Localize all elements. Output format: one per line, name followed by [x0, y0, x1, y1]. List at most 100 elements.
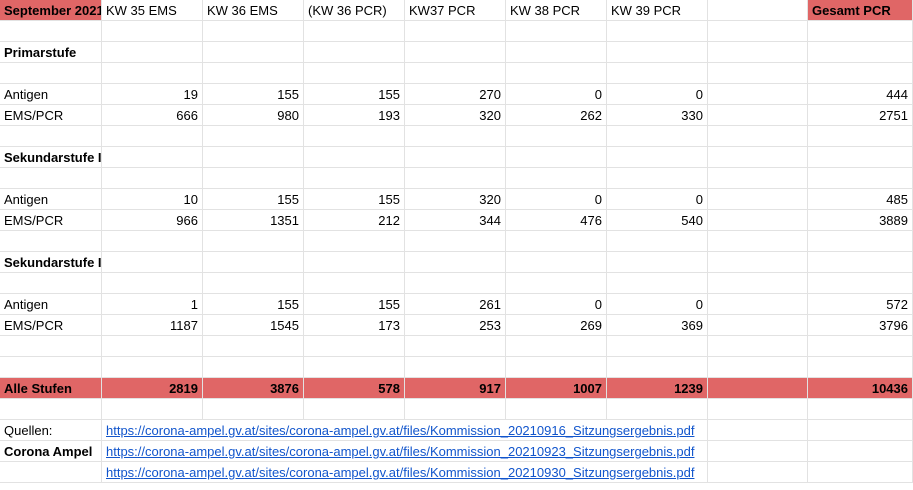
empty-cell[interactable]	[808, 420, 913, 441]
value-cell[interactable]: 253	[405, 315, 506, 336]
empty-cell[interactable]	[304, 126, 405, 147]
empty-cell[interactable]	[506, 42, 607, 63]
empty-cell[interactable]	[304, 357, 405, 378]
empty-cell[interactable]	[708, 126, 808, 147]
empty-cell[interactable]	[304, 231, 405, 252]
empty-cell[interactable]	[506, 147, 607, 168]
empty-cell[interactable]	[808, 63, 913, 84]
empty-cell[interactable]	[708, 441, 808, 462]
empty-cell[interactable]	[708, 21, 808, 42]
total-cell[interactable]: 485	[808, 189, 913, 210]
header-month-cell[interactable]: September 2021	[0, 0, 102, 21]
empty-cell[interactable]	[808, 462, 913, 483]
empty-cell[interactable]	[405, 231, 506, 252]
value-cell[interactable]: 0	[506, 189, 607, 210]
value-cell[interactable]: 966	[102, 210, 203, 231]
empty-cell[interactable]	[0, 231, 102, 252]
value-cell[interactable]: 330	[607, 105, 708, 126]
empty-cell[interactable]	[506, 63, 607, 84]
value-cell[interactable]: 155	[203, 294, 304, 315]
value-cell[interactable]: 0	[506, 84, 607, 105]
empty-cell[interactable]	[102, 42, 203, 63]
value-cell[interactable]: 212	[304, 210, 405, 231]
empty-cell[interactable]	[808, 147, 913, 168]
empty-cell[interactable]	[506, 21, 607, 42]
empty-cell[interactable]	[607, 336, 708, 357]
empty-cell[interactable]	[405, 273, 506, 294]
empty-cell[interactable]	[607, 147, 708, 168]
empty-cell[interactable]	[607, 168, 708, 189]
empty-cell[interactable]	[102, 273, 203, 294]
empty-cell[interactable]	[708, 84, 808, 105]
empty-cell[interactable]	[102, 126, 203, 147]
section-title[interactable]: Sekundarstufe I	[0, 147, 102, 168]
empty-cell[interactable]	[607, 357, 708, 378]
empty-cell[interactable]	[808, 441, 913, 462]
empty-cell[interactable]	[405, 21, 506, 42]
empty-cell[interactable]	[808, 399, 913, 420]
value-cell[interactable]: 0	[607, 84, 708, 105]
empty-cell[interactable]	[708, 105, 808, 126]
empty-cell[interactable]	[506, 168, 607, 189]
empty-cell[interactable]	[405, 168, 506, 189]
row-label[interactable]: Antigen	[0, 294, 102, 315]
empty-cell[interactable]	[808, 252, 913, 273]
empty-cell[interactable]	[102, 63, 203, 84]
empty-cell[interactable]	[203, 399, 304, 420]
value-cell[interactable]: 261	[405, 294, 506, 315]
empty-cell[interactable]	[506, 336, 607, 357]
value-cell[interactable]: 262	[506, 105, 607, 126]
value-cell[interactable]: 344	[405, 210, 506, 231]
empty-cell[interactable]	[607, 42, 708, 63]
value-cell[interactable]: 1	[102, 294, 203, 315]
empty-cell[interactable]	[708, 147, 808, 168]
empty-cell[interactable]	[708, 315, 808, 336]
empty-cell[interactable]	[0, 336, 102, 357]
totals-value-cell[interactable]: 1239	[607, 378, 708, 399]
empty-cell[interactable]	[405, 336, 506, 357]
empty-cell[interactable]	[0, 273, 102, 294]
value-cell[interactable]: 320	[405, 105, 506, 126]
value-cell[interactable]: 0	[607, 189, 708, 210]
empty-cell[interactable]	[708, 399, 808, 420]
empty-cell[interactable]	[607, 21, 708, 42]
empty-cell[interactable]	[808, 42, 913, 63]
source-link-cell[interactable]: https://corona-ampel.gv.at/sites/corona-…	[102, 462, 708, 483]
empty-cell[interactable]	[0, 462, 102, 483]
empty-cell[interactable]	[506, 252, 607, 273]
sources-label[interactable]: Quellen:	[0, 420, 102, 441]
value-cell[interactable]: 0	[607, 294, 708, 315]
empty-cell[interactable]	[203, 147, 304, 168]
row-label[interactable]: Antigen	[0, 84, 102, 105]
empty-cell[interactable]	[203, 42, 304, 63]
empty-cell[interactable]	[102, 336, 203, 357]
empty-cell[interactable]	[708, 378, 808, 399]
value-cell[interactable]: 155	[304, 189, 405, 210]
empty-cell[interactable]	[708, 63, 808, 84]
header-week-cell[interactable]: KW 35 EMS	[102, 0, 203, 21]
row-label[interactable]: EMS/PCR	[0, 210, 102, 231]
totals-label[interactable]: Alle Stufen	[0, 378, 102, 399]
totals-value-cell[interactable]: 2819	[102, 378, 203, 399]
row-label[interactable]: Antigen	[0, 189, 102, 210]
empty-cell[interactable]	[405, 252, 506, 273]
section-title[interactable]: Primarstufe	[0, 42, 102, 63]
empty-cell[interactable]	[203, 273, 304, 294]
value-cell[interactable]: 980	[203, 105, 304, 126]
empty-cell[interactable]	[708, 210, 808, 231]
value-cell[interactable]: 173	[304, 315, 405, 336]
section-title[interactable]: Sekundarstufe II	[0, 252, 102, 273]
empty-cell[interactable]	[607, 126, 708, 147]
empty-cell[interactable]	[0, 126, 102, 147]
empty-cell[interactable]	[808, 231, 913, 252]
empty-cell[interactable]	[203, 126, 304, 147]
empty-cell[interactable]	[304, 336, 405, 357]
header-week-cell[interactable]: KW 38 PCR	[506, 0, 607, 21]
empty-cell[interactable]	[405, 357, 506, 378]
empty-cell[interactable]	[708, 336, 808, 357]
value-cell[interactable]: 193	[304, 105, 405, 126]
empty-cell[interactable]	[0, 168, 102, 189]
empty-cell[interactable]	[203, 21, 304, 42]
empty-cell[interactable]	[708, 0, 808, 21]
value-cell[interactable]: 320	[405, 189, 506, 210]
